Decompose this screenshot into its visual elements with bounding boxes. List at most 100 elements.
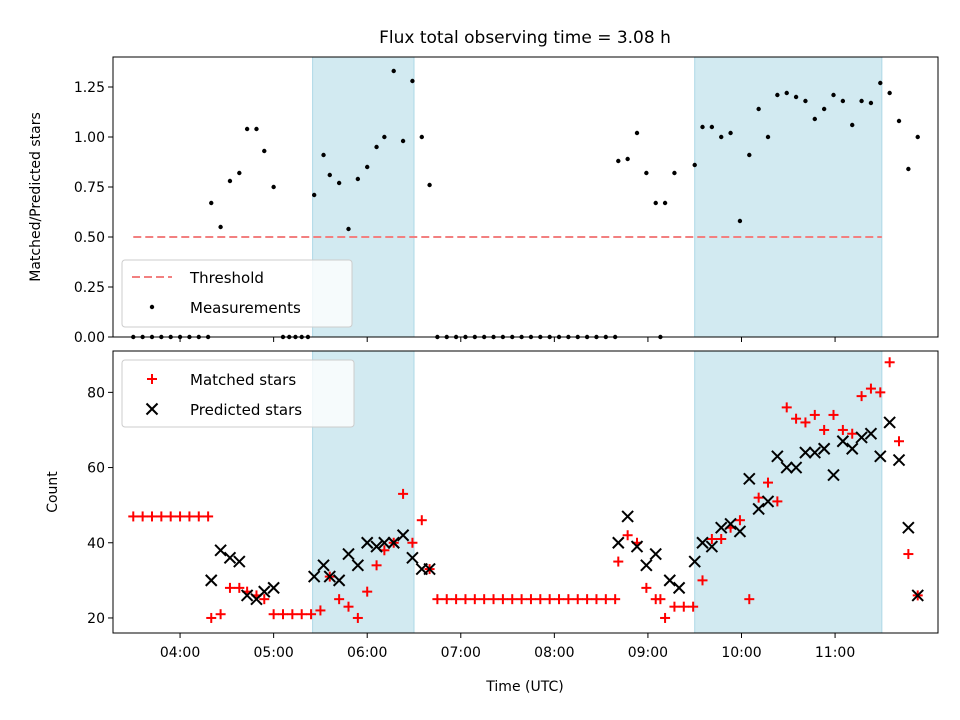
matched-star-point — [554, 594, 565, 605]
predicted-star-point — [332, 574, 346, 587]
measurement-point — [915, 134, 920, 140]
count-legend-box — [121, 359, 355, 428]
observing-window-shading — [312, 56, 883, 338]
matched-star-point — [894, 436, 905, 447]
matched-star-point — [296, 609, 307, 620]
matched-star-point — [287, 609, 298, 620]
y-tick-label: 1.00 — [74, 130, 105, 146]
ratio-y-ticks: 0.00 0.25 0.50 0.75 1.00 1.25 — [74, 80, 113, 346]
measurement-point — [321, 152, 326, 158]
predicted-star-point — [789, 461, 803, 474]
matched-star-point — [600, 594, 611, 605]
legend-threshold-label: Threshold — [189, 269, 264, 287]
measurement-point — [634, 130, 640, 136]
measurement-point — [346, 226, 351, 232]
matched-star-point — [203, 511, 214, 522]
matched-star-point — [903, 549, 914, 560]
matched-star-point — [791, 413, 802, 424]
predicted-star-point — [205, 574, 218, 587]
observing-window — [694, 56, 883, 338]
measurement-point — [218, 224, 223, 230]
matched-star-point — [165, 511, 176, 522]
matched-star-point — [572, 594, 583, 605]
matched-star-point — [847, 428, 858, 439]
measurement-point — [840, 98, 846, 104]
measurement-point — [896, 118, 902, 124]
matched-star-point — [875, 387, 886, 398]
ratio-legend-box — [121, 259, 353, 328]
matched-star-point — [277, 609, 288, 620]
legend-predicted-swatch — [145, 402, 159, 416]
legend-matched-label: Matched stars — [190, 371, 296, 389]
observing-window-shading — [312, 350, 883, 634]
x-tick-label: 05:00 — [253, 645, 293, 661]
matched-star-point — [809, 409, 820, 420]
measurement-point — [336, 180, 342, 186]
measurement-point — [400, 138, 406, 144]
predicted-star-point — [705, 540, 719, 553]
matched-star-point — [184, 511, 195, 522]
measurement-point — [709, 124, 715, 130]
legend-predicted-label: Predicted stars — [190, 401, 302, 419]
predicted-star-point — [836, 435, 850, 448]
measurement-point — [382, 134, 387, 140]
predicted-star-point — [351, 559, 365, 572]
matched-star-point — [688, 601, 699, 612]
count-y-ticks: 20 40 60 80 — [87, 385, 113, 627]
predicted-star-point — [817, 442, 831, 455]
predicted-star-point — [370, 540, 383, 553]
x-tick-label: 10:00 — [721, 645, 761, 661]
measurement-point — [784, 90, 789, 96]
matched-star-point — [582, 594, 593, 605]
predicted-star-point — [752, 502, 765, 516]
chart-title: Flux total observing time = 3.08 h — [379, 28, 671, 48]
matched-star-point — [884, 357, 895, 368]
measurement-point — [775, 92, 780, 98]
matched-star-point — [352, 612, 363, 623]
predicted-star-point — [378, 536, 391, 549]
measurement-point — [625, 156, 630, 162]
matched-star-point — [525, 594, 536, 605]
count-panel: 20 40 60 80 04:00 05:00 06:00 07:00 08:00 09:00 1… — [45, 350, 939, 695]
predicted-star-point — [688, 555, 701, 568]
predicted-star-point — [387, 536, 400, 549]
matched-star-point — [706, 534, 717, 544]
matched-star-point — [206, 612, 217, 623]
measurement-point — [887, 90, 892, 96]
predicted-star-point — [874, 450, 887, 463]
predicted-star-point — [846, 442, 859, 455]
count-x-ticks: 04:00 05:00 06:00 07:00 08:00 09:00 10:00 11:00 — [160, 633, 855, 661]
measurement-point — [719, 134, 724, 140]
matched-star-point — [398, 488, 409, 499]
y-tick-label: 40 — [87, 536, 105, 552]
predicted-star-point — [323, 570, 336, 583]
predicted-star-point — [396, 529, 410, 542]
ratio-panel: 0.00 0.25 0.50 0.75 1.00 1.25 Matched/Predict… — [28, 56, 939, 346]
matched-star-point — [451, 594, 462, 605]
matched-star-point — [613, 556, 624, 567]
predicted-star-point — [307, 570, 321, 583]
predicted-star-point — [663, 574, 676, 587]
measurement-point — [878, 80, 883, 86]
predicted-star-point — [855, 431, 868, 444]
matched-star-point — [362, 586, 373, 597]
measurement-point — [728, 130, 733, 136]
matched-star-point — [128, 511, 139, 522]
legend-measurements-swatch — [149, 304, 155, 310]
measurement-point — [237, 170, 242, 176]
measurement-point — [850, 122, 855, 128]
matched-star-point — [469, 594, 480, 605]
matched-star-point — [622, 530, 633, 541]
measurement-point — [209, 200, 214, 206]
predicted-star-point — [715, 521, 728, 534]
measurement-point — [365, 164, 370, 170]
predicted-star-point — [317, 559, 330, 572]
matched-star-point — [563, 594, 574, 605]
y-tick-label: 0.25 — [74, 280, 105, 296]
measurement-point — [662, 200, 668, 206]
predicted-star-point — [761, 495, 775, 508]
predicted-star-point — [808, 446, 822, 459]
measurement-point — [831, 92, 836, 98]
x-tick-label: 09:00 — [628, 645, 668, 661]
